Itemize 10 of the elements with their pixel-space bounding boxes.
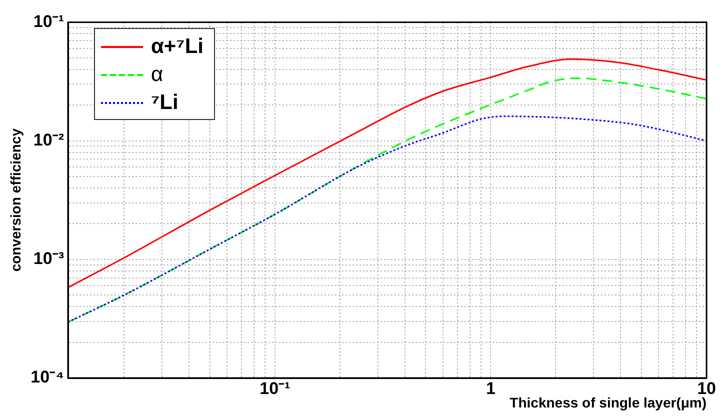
legend-label: ⁷Li (151, 91, 178, 115)
legend-label: α (151, 63, 164, 87)
y-tick-label: 10⁻² (33, 130, 64, 150)
legend-label: α+⁷Li (151, 35, 204, 59)
x-tick-label: 10⁻¹ (260, 378, 291, 398)
y-axis-title: conversion efficiency (7, 128, 24, 272)
y-tick-label: 10⁻⁴ (30, 368, 64, 387)
y-tick-label: 10⁻¹ (33, 12, 64, 31)
x-tick-label: 1 (486, 378, 496, 398)
y-tick-label: 10⁻³ (33, 249, 64, 268)
